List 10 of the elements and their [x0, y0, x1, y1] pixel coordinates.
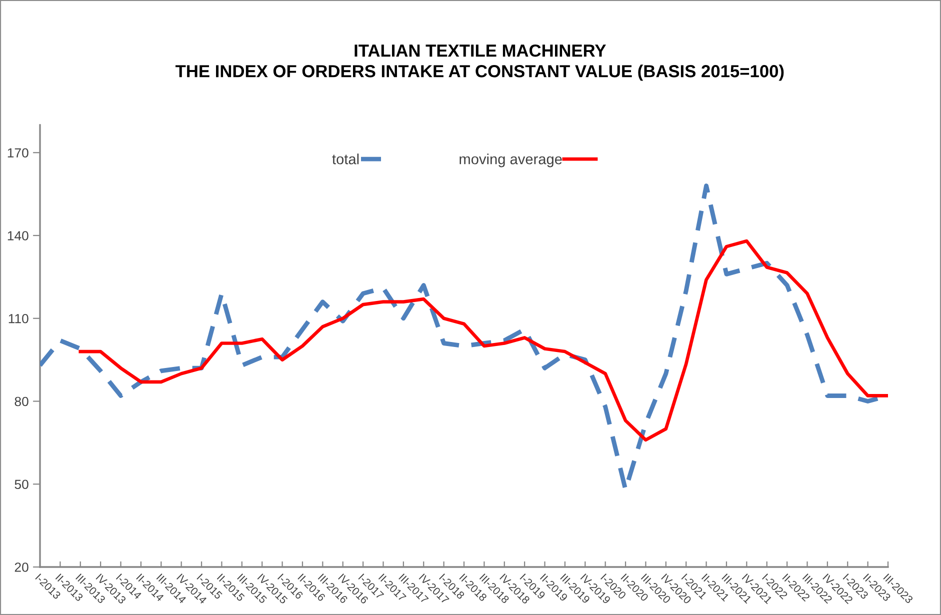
y-tick-label: 50: [14, 480, 28, 490]
line-series: [78, 239, 888, 442]
y-tick-label: 20: [14, 562, 28, 572]
y-tick-label: 170: [8, 148, 28, 158]
y-tick-label: 140: [8, 231, 28, 240]
y-tick-label: 80: [14, 396, 28, 406]
chart-title: ITALIAN TEXTILE MACHINERY THE INDEX OF ORDERS INTAKE AT CONSTANT VALUE (BASIS 2015=100): [176, 44, 784, 81]
legend-label: moving average: [460, 154, 562, 168]
legend-label: total: [332, 154, 359, 164]
y-tick-label: 110: [8, 314, 28, 324]
